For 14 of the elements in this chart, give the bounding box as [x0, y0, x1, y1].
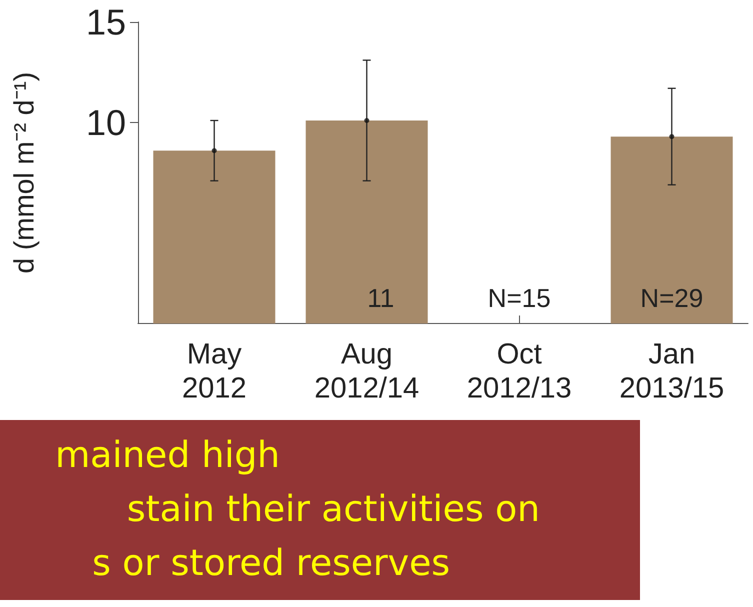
annotation: N=29 [640, 282, 704, 312]
annotation: 11 [367, 282, 394, 312]
banner: mained high stain their activities on s or stored reserves [0, 420, 640, 600]
y-axis-title: d (mmol m⁻² d⁻¹) [8, 72, 40, 274]
x-tick-label: Jan 2013/15 [619, 338, 724, 404]
x-tick-label: Oct 2012/13 [466, 338, 572, 404]
annotation: N=15 [488, 282, 551, 312]
y-tick-label: 10 [86, 102, 126, 143]
y-tick-label: 15 [86, 2, 126, 42]
x-tick-label: May 2012 [182, 338, 247, 404]
point [669, 134, 674, 140]
point [364, 118, 370, 123]
point [212, 148, 217, 154]
x-tick-label: Aug 2012/14 [314, 338, 420, 404]
